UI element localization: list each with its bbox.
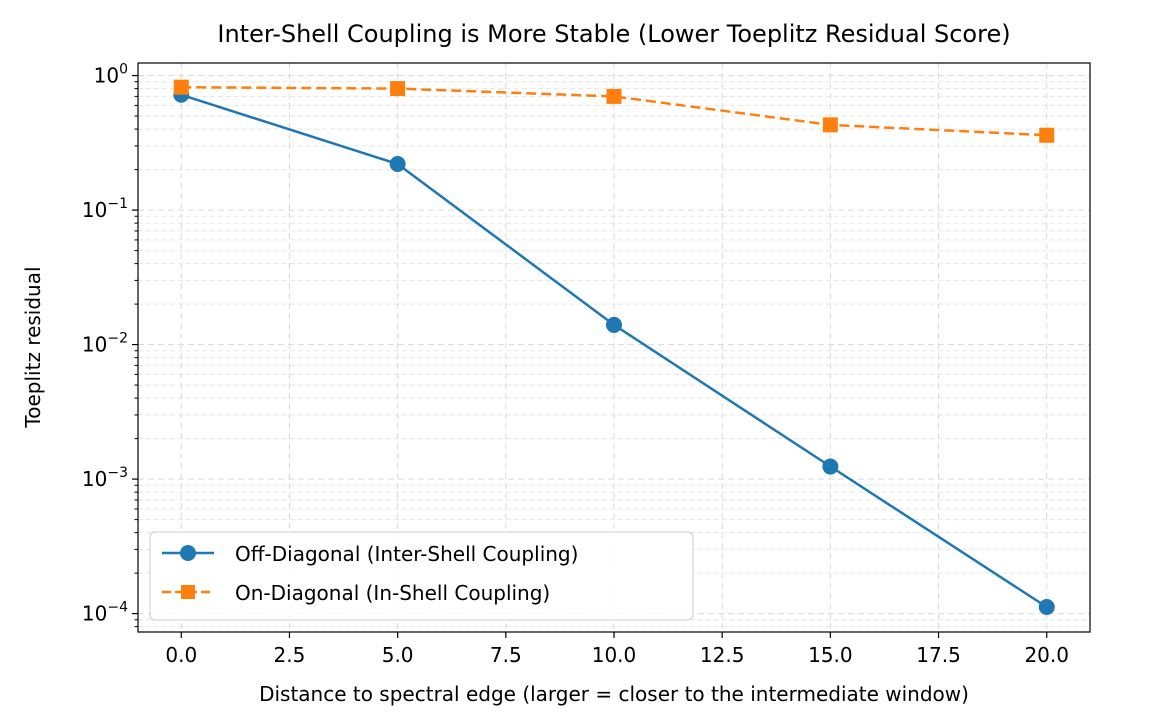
y-tick-label: 10−3	[82, 465, 128, 491]
y-axis: 100 10−1 10−2 10−3 10−4	[82, 62, 138, 626]
data-point-on-diagonal	[822, 117, 838, 133]
x-axis: 0.0 2.5 5.0 7.5 10.0 12.5 15.0 17.5 20.0	[165, 632, 1069, 667]
y-tick-label: 10−4	[82, 600, 128, 626]
series-line-on-diagonal	[181, 85, 1047, 137]
y-tick-label: 10−1	[82, 196, 128, 222]
x-tick-label: 12.5	[700, 643, 745, 667]
x-tick-label: 10.0	[592, 643, 637, 667]
legend-entry-on-diagonal: On-Diagonal (In-Shell Coupling)	[162, 581, 550, 605]
data-point-off-diagonal	[1038, 598, 1055, 615]
data-point-off-diagonal	[606, 316, 622, 333]
y-tick-label: 10−2	[82, 331, 128, 357]
y-tick-label: 100	[94, 62, 128, 88]
y-axis-label: Toeplitz residual	[21, 266, 45, 428]
data-point-on-diagonal	[390, 81, 406, 97]
x-tick-label: 17.5	[916, 643, 961, 667]
legend-label-on-diagonal: On-Diagonal (In-Shell Coupling)	[235, 581, 550, 605]
chart-title: Inter-Shell Coupling is More Stable (Low…	[217, 20, 1010, 48]
x-tick-label: 15.0	[808, 643, 853, 667]
series-layer	[173, 79, 1055, 615]
data-point-off-diagonal	[822, 458, 839, 475]
x-axis-label: Distance to spectral edge (larger = clos…	[259, 682, 969, 706]
legend: Off-Diagonal (Inter-Shell Coupling) On-D…	[149, 531, 694, 621]
legend-marker-on-diagonal	[181, 585, 195, 599]
x-tick-label: 20.0	[1024, 643, 1069, 667]
x-tick-label: 7.5	[490, 643, 522, 667]
legend-entry-off-diagonal: Off-Diagonal (Inter-Shell Coupling)	[162, 542, 578, 566]
x-tick-label: 5.0	[382, 643, 414, 667]
x-tick-label: 2.5	[274, 643, 306, 667]
data-point-off-diagonal	[389, 156, 406, 173]
legend-marker-off-diagonal	[180, 545, 196, 561]
x-tick-label: 0.0	[165, 643, 197, 667]
data-point-on-diagonal	[173, 79, 189, 95]
data-point-on-diagonal	[606, 88, 622, 104]
legend-label-off-diagonal: Off-Diagonal (Inter-Shell Coupling)	[235, 542, 578, 566]
data-point-on-diagonal	[1039, 127, 1055, 143]
legend-frame	[149, 531, 694, 621]
